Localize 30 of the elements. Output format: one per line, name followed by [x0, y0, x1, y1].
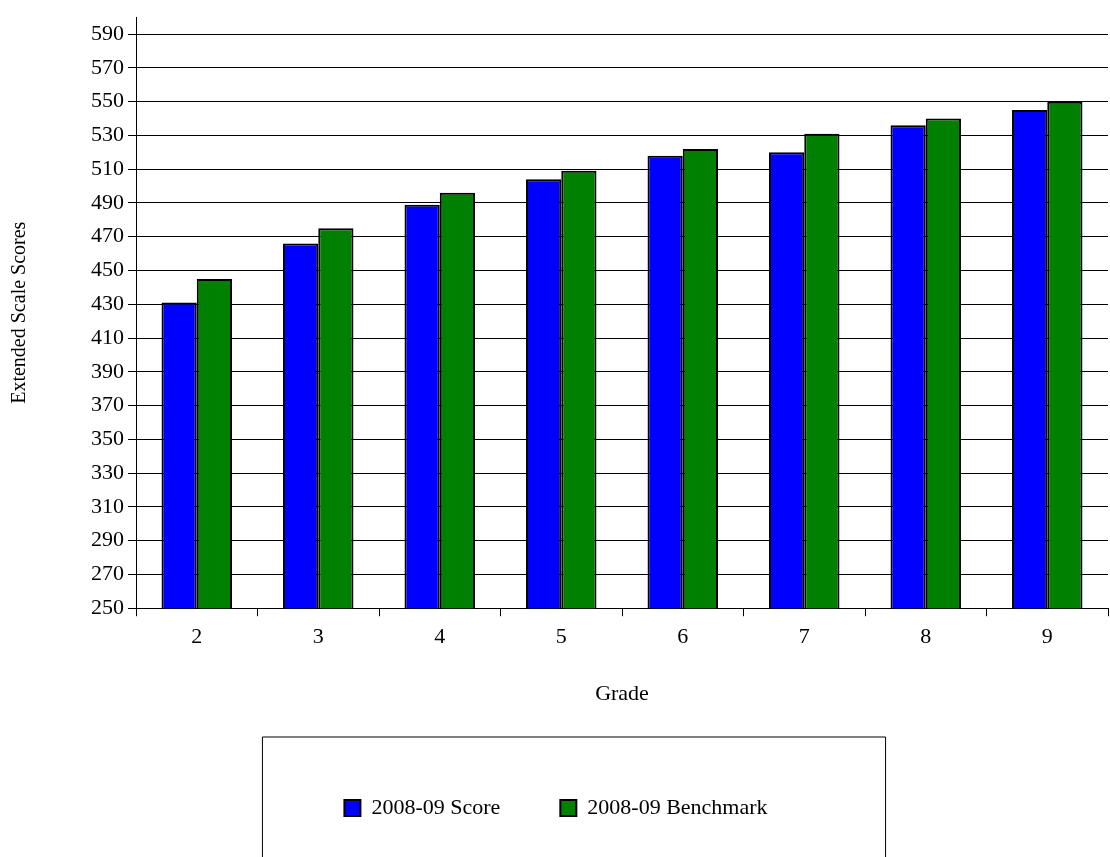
- x-tick-label: 8: [920, 623, 932, 649]
- y-tick-label: 490: [91, 188, 124, 214]
- legend-label: 2008-09 Benchmark: [587, 793, 768, 819]
- y-tick-label: 590: [91, 19, 124, 45]
- y-tick-label: 350: [91, 425, 124, 451]
- x-tick-label: 6: [677, 623, 689, 649]
- x-tick-label: 2: [191, 623, 203, 649]
- y-tick-label: 290: [91, 526, 124, 552]
- x-axis-title: Grade: [595, 679, 649, 705]
- legend-label: 2008-09 Score: [371, 793, 501, 819]
- y-tick-label: 410: [91, 323, 124, 349]
- y-tick-label: 330: [91, 458, 124, 484]
- y-tick-label: 530: [91, 121, 124, 147]
- y-tick-label: 310: [91, 492, 124, 518]
- x-tick-label: 5: [555, 623, 567, 649]
- y-tick-label: 510: [91, 154, 124, 180]
- y-tick-label: 390: [91, 357, 124, 383]
- x-tick-label: 7: [798, 623, 810, 649]
- x-tick-label: 3: [312, 623, 324, 649]
- y-tick-label: 430: [91, 290, 124, 316]
- y-axis-title: Extended Scale Scores: [7, 221, 30, 404]
- y-tick-label: 270: [91, 560, 124, 586]
- y-tick-label: 450: [91, 256, 124, 282]
- y-tick-label: 370: [91, 391, 124, 417]
- x-tick-label: 9: [1041, 623, 1053, 649]
- y-tick-label: 550: [91, 87, 124, 113]
- y-tick-label: 470: [91, 222, 124, 248]
- y-tick-label: 570: [91, 53, 124, 79]
- y-tick-label: 250: [91, 593, 124, 619]
- x-tick-label: 4: [434, 623, 446, 649]
